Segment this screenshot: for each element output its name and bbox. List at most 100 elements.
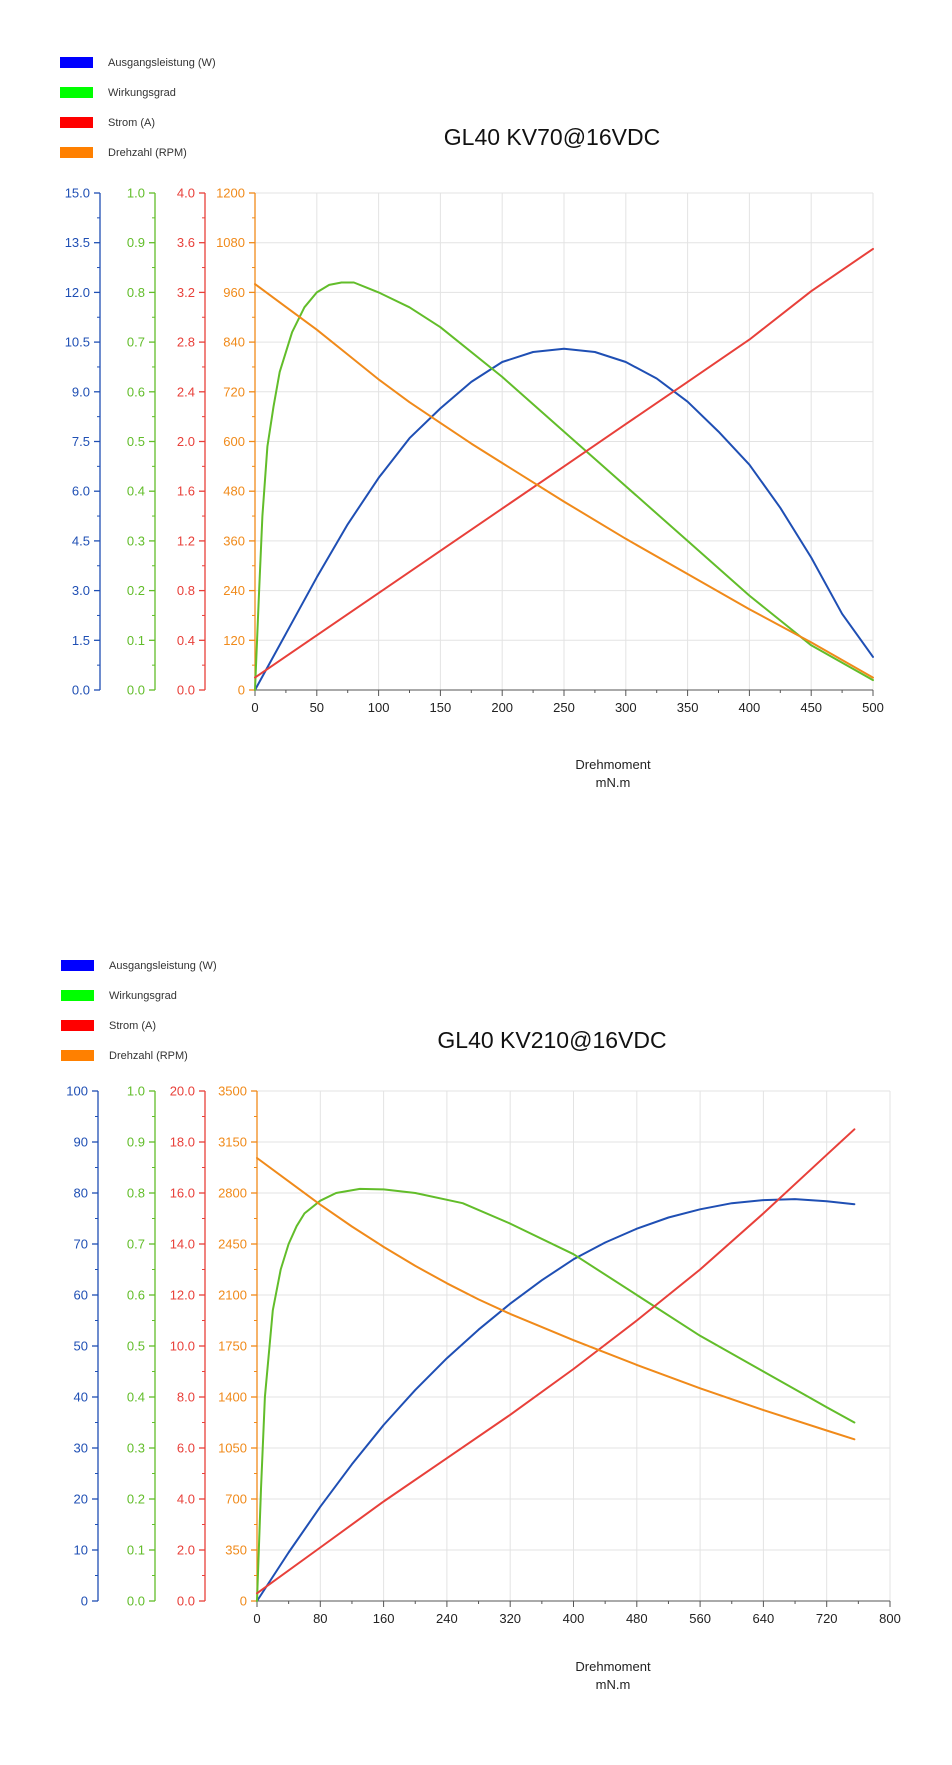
y-tick-label: 80 bbox=[74, 1186, 88, 1201]
x-axis: 0 80 160 240 320 400 480 560 640 720 800 bbox=[253, 1600, 901, 1626]
plot-area: 0 80 160 240 320 400 480 560 640 720 8000102030405… bbox=[66, 1084, 901, 1627]
y-tick-label: 960 bbox=[223, 285, 245, 300]
x-tick-label: 200 bbox=[491, 700, 513, 715]
x-axis-unit: mN.m bbox=[596, 775, 631, 790]
y-tick-label: 6.0 bbox=[177, 1441, 195, 1456]
x-tick-label: 160 bbox=[373, 1611, 395, 1626]
y-tick-label: 240 bbox=[223, 583, 245, 598]
y-tick-label: 0.0 bbox=[127, 1594, 145, 1609]
x-tick-label: 350 bbox=[677, 700, 699, 715]
y-tick-label: 0.5 bbox=[127, 1339, 145, 1354]
x-tick-label: 450 bbox=[800, 700, 822, 715]
y-tick-label: 0.0 bbox=[177, 1594, 195, 1609]
x-tick-label: 480 bbox=[626, 1611, 648, 1626]
series-line-drehzahl bbox=[256, 1157, 856, 1441]
x-axis-label: Drehmoment bbox=[575, 1659, 651, 1674]
y-tick-label: 0 bbox=[240, 1594, 247, 1609]
x-tick-label: 560 bbox=[689, 1611, 711, 1626]
x-tick-label: 0 bbox=[253, 1611, 260, 1626]
y-tick-label: 1750 bbox=[218, 1339, 247, 1354]
y-tick-label: 6.0 bbox=[72, 484, 90, 499]
legend-item: Wirkungsgrad bbox=[61, 990, 177, 1002]
legend-swatch-drehzahl bbox=[61, 1050, 94, 1061]
y-axis-drehzahl: 0 350 700 1050 1400 1750 2100 2450 2800 3150 3500 bbox=[218, 1084, 258, 1609]
y-tick-label: 0.3 bbox=[127, 1441, 145, 1456]
y-tick-label: 700 bbox=[225, 1492, 247, 1507]
y-tick-label: 12.0 bbox=[65, 285, 90, 300]
y-tick-label: 2.4 bbox=[177, 384, 195, 399]
series-line-wirkungsgrad bbox=[256, 1187, 856, 1602]
x-tick-label: 320 bbox=[499, 1611, 521, 1626]
y-tick-label: 1050 bbox=[218, 1441, 247, 1456]
y-tick-label: 0.6 bbox=[127, 384, 145, 399]
y-tick-label: 18.0 bbox=[170, 1135, 195, 1150]
y-tick-label: 600 bbox=[223, 434, 245, 449]
x-tick-label: 50 bbox=[310, 700, 324, 715]
y-tick-label: 12.0 bbox=[170, 1288, 195, 1303]
y-tick-label: 0.2 bbox=[127, 1492, 145, 1507]
y-tick-label: 480 bbox=[223, 484, 245, 499]
y-tick-label: 3500 bbox=[218, 1084, 247, 1099]
y-tick-label: 0.2 bbox=[127, 583, 145, 598]
y-tick-label: 3150 bbox=[218, 1135, 247, 1150]
x-tick-label: 80 bbox=[313, 1611, 327, 1626]
legend-label: Strom (A) bbox=[109, 1020, 156, 1032]
x-axis-label: Drehmoment bbox=[575, 757, 651, 772]
y-tick-label: 0.0 bbox=[127, 683, 145, 698]
y-tick-label: 90 bbox=[74, 1135, 88, 1150]
y-axis-drehzahl: 0 120 240 360 480 600 720 840 960 1080 1200 bbox=[216, 186, 256, 698]
y-tick-label: 40 bbox=[74, 1390, 88, 1405]
y-tick-label: 60 bbox=[74, 1288, 88, 1303]
y-tick-label: 20.0 bbox=[170, 1084, 195, 1099]
x-axis-unit: mN.m bbox=[596, 1677, 631, 1692]
y-tick-label: 840 bbox=[223, 335, 245, 350]
legend-item: Drehzahl (RPM) bbox=[60, 147, 187, 159]
y-tick-label: 10.5 bbox=[65, 335, 90, 350]
y-tick-label: 1.0 bbox=[127, 186, 145, 201]
x-tick-label: 400 bbox=[563, 1611, 585, 1626]
chart-1: Ausgangsleistung (W) Wirkungsgrad Strom … bbox=[60, 57, 884, 790]
series-line-wirkungsgrad bbox=[254, 281, 874, 691]
gridlines bbox=[257, 1090, 891, 1601]
legend-swatch-strom bbox=[60, 117, 93, 128]
y-tick-label: 0.7 bbox=[127, 1237, 145, 1252]
y-tick-label: 3.2 bbox=[177, 285, 195, 300]
y-tick-label: 2.8 bbox=[177, 335, 195, 350]
y-tick-label: 2100 bbox=[218, 1288, 247, 1303]
y-tick-label: 1200 bbox=[216, 186, 245, 201]
legend-label: Drehzahl (RPM) bbox=[108, 147, 187, 159]
plot-area: 0 50 100 150 200 250 300 350 400 450 500 0.0 1.5 3.0 4… bbox=[65, 186, 884, 716]
y-tick-label: 0.9 bbox=[127, 1135, 145, 1150]
legend-swatch-ausgangsleistung bbox=[61, 960, 94, 971]
legend-label: Ausgangsleistung (W) bbox=[108, 57, 216, 69]
x-tick-label: 720 bbox=[816, 1611, 838, 1626]
y-tick-label: 70 bbox=[74, 1237, 88, 1252]
y-tick-label: 0.5 bbox=[127, 434, 145, 449]
chart-title: GL40 KV210@16VDC bbox=[437, 1027, 666, 1053]
x-tick-label: 240 bbox=[436, 1611, 458, 1626]
y-tick-label: 3.0 bbox=[72, 583, 90, 598]
y-tick-label: 2450 bbox=[218, 1237, 247, 1252]
y-tick-label: 0.1 bbox=[127, 1543, 145, 1558]
y-tick-label: 2800 bbox=[218, 1186, 247, 1201]
x-tick-label: 800 bbox=[879, 1611, 901, 1626]
y-tick-label: 0.3 bbox=[127, 533, 145, 548]
x-tick-label: 400 bbox=[739, 700, 761, 715]
series-line-ausgangsleistung bbox=[254, 347, 874, 691]
y-tick-label: 350 bbox=[225, 1543, 247, 1558]
y-axis-strom: 0.0 0.4 0.8 1.2 1.6 2.0 2.4 2.8 3.2 3.6 4.0 bbox=[177, 186, 206, 698]
series-line-strom bbox=[256, 1128, 856, 1595]
y-tick-label: 50 bbox=[74, 1339, 88, 1354]
y-tick-label: 2.0 bbox=[177, 1543, 195, 1558]
y-tick-label: 720 bbox=[223, 384, 245, 399]
y-tick-label: 0 bbox=[238, 683, 245, 698]
y-tick-label: 1400 bbox=[218, 1390, 247, 1405]
legend: Ausgangsleistung (W) Wirkungsgrad Strom … bbox=[61, 960, 217, 1062]
y-tick-label: 1.0 bbox=[127, 1084, 145, 1099]
y-tick-label: 10.0 bbox=[170, 1339, 195, 1354]
legend-item: Ausgangsleistung (W) bbox=[60, 57, 216, 69]
chart-title: GL40 KV70@16VDC bbox=[444, 124, 660, 150]
y-tick-label: 0.0 bbox=[177, 683, 195, 698]
y-tick-label: 120 bbox=[223, 633, 245, 648]
y-tick-label: 0.4 bbox=[177, 633, 195, 648]
